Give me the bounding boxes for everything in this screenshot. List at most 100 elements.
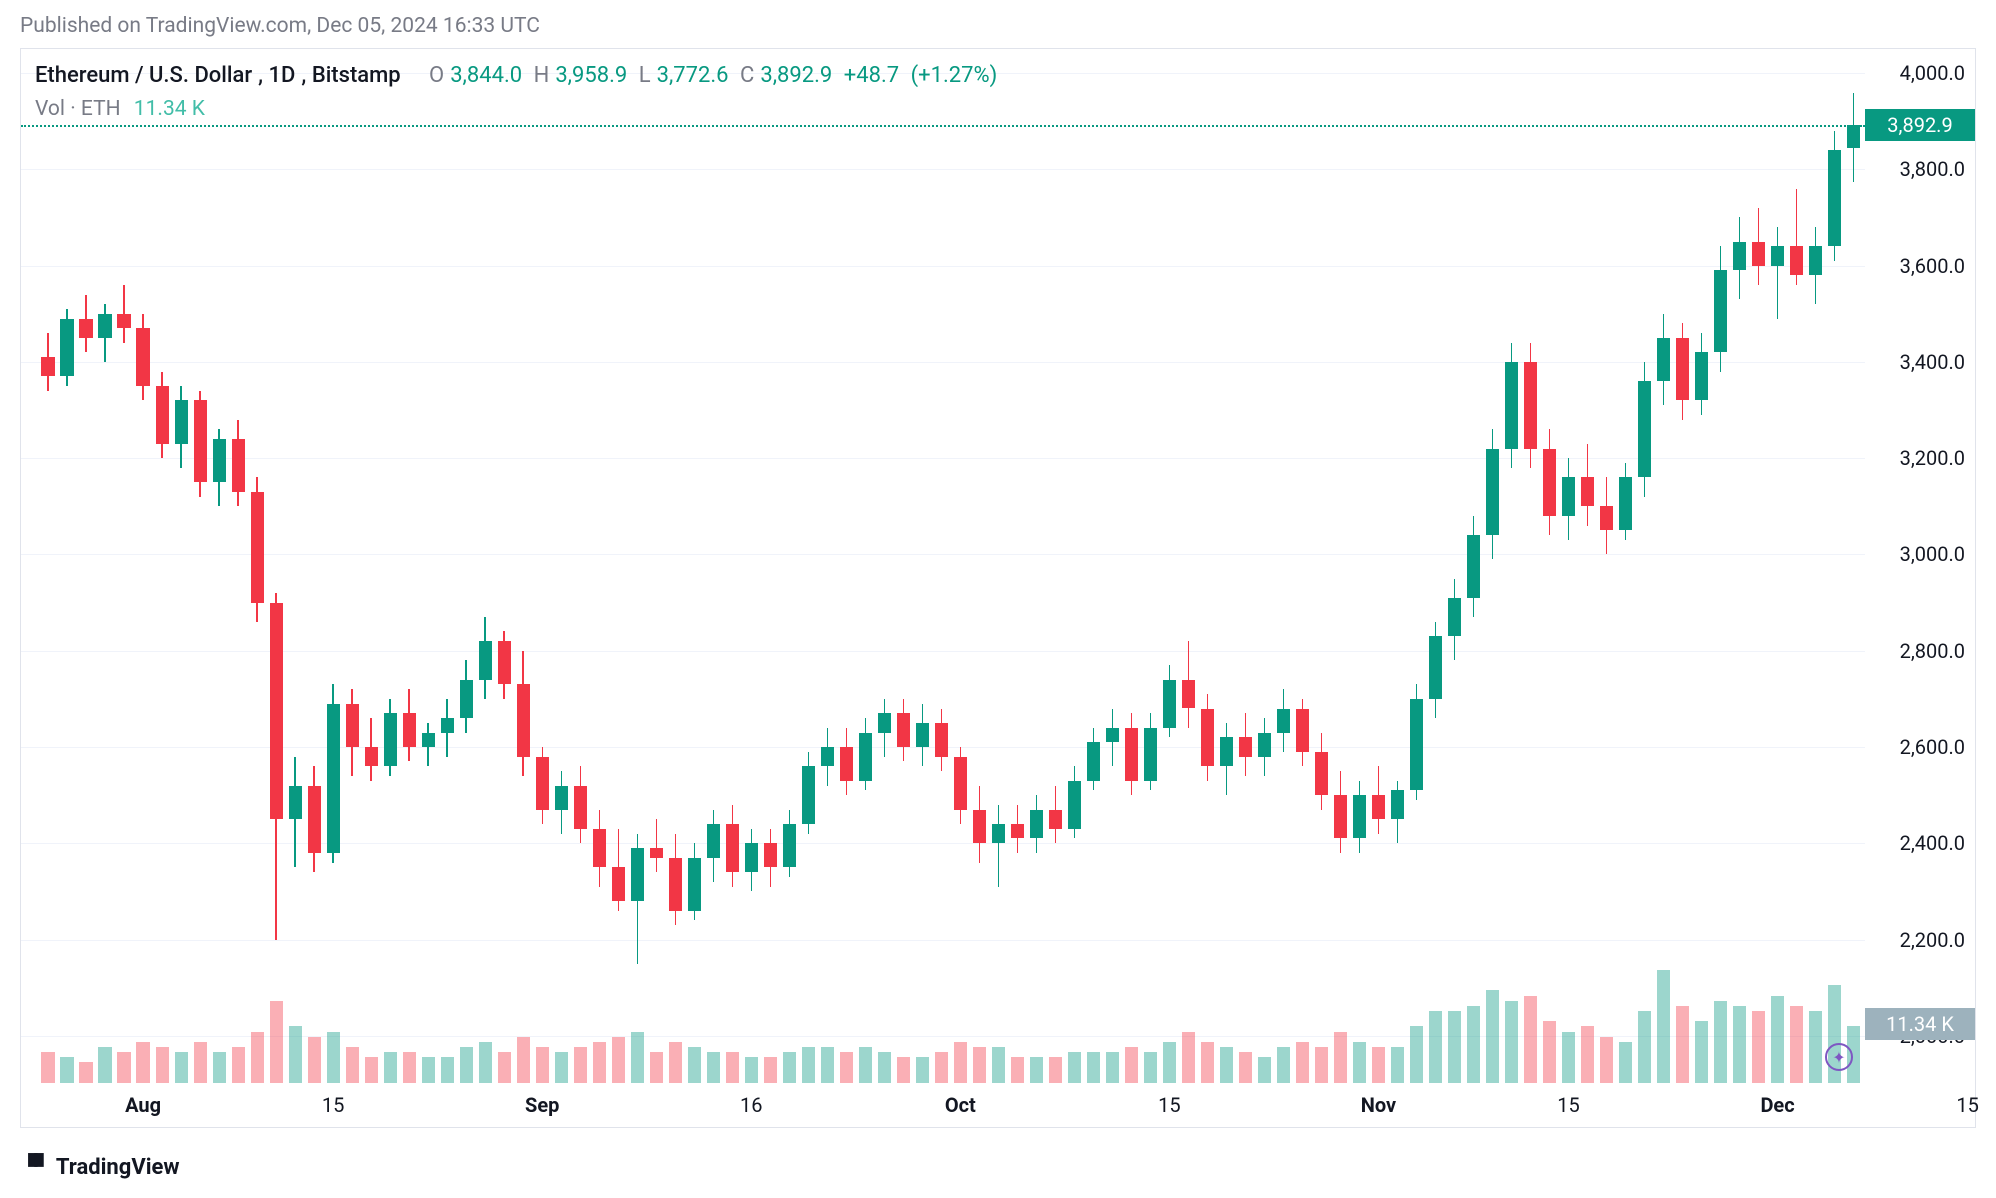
volume-bar[interactable] — [1258, 1057, 1271, 1083]
candle[interactable] — [1296, 699, 1309, 766]
volume-bar[interactable] — [821, 1047, 834, 1083]
volume-bar[interactable] — [1201, 1042, 1214, 1083]
tradingview-logo[interactable]: ▝▘ TradingView — [20, 1155, 180, 1180]
candle[interactable] — [954, 747, 967, 824]
volume-bar[interactable] — [1752, 1011, 1765, 1083]
volume-bar[interactable] — [517, 1037, 530, 1083]
volume-bar[interactable] — [1809, 1011, 1822, 1083]
candle[interactable] — [916, 704, 929, 767]
volume-bar[interactable] — [878, 1052, 891, 1083]
candle[interactable] — [1429, 622, 1442, 718]
candle[interactable] — [973, 786, 986, 863]
volume-bar[interactable] — [1638, 1011, 1651, 1083]
volume-bar[interactable] — [384, 1052, 397, 1083]
candle[interactable] — [251, 477, 264, 621]
candle[interactable] — [441, 699, 454, 757]
volume-bar[interactable] — [479, 1042, 492, 1083]
candle[interactable] — [1391, 781, 1404, 844]
candle[interactable] — [1562, 458, 1575, 540]
candle[interactable] — [1733, 217, 1746, 299]
candle[interactable] — [136, 314, 149, 401]
candle[interactable] — [631, 834, 644, 964]
volume-bar[interactable] — [916, 1057, 929, 1083]
candle[interactable] — [1467, 516, 1480, 617]
candle[interactable] — [422, 723, 435, 766]
candle[interactable] — [1277, 689, 1290, 752]
candle[interactable] — [1239, 713, 1252, 776]
volume-bar[interactable] — [1562, 1032, 1575, 1083]
candle[interactable] — [117, 285, 130, 343]
volume-bar[interactable] — [1676, 1006, 1689, 1083]
candle[interactable] — [1410, 684, 1423, 800]
volume-bar[interactable] — [992, 1047, 1005, 1083]
volume-bar[interactable] — [1220, 1047, 1233, 1083]
volume-bar[interactable] — [1410, 1026, 1423, 1083]
volume-bar[interactable] — [1429, 1011, 1442, 1083]
volume-bar[interactable] — [289, 1026, 302, 1083]
volume-bar[interactable] — [60, 1057, 73, 1083]
volume-bar[interactable] — [612, 1037, 625, 1083]
volume-bar[interactable] — [593, 1042, 606, 1083]
candle[interactable] — [1543, 429, 1556, 535]
volume-bar[interactable] — [365, 1057, 378, 1083]
candle[interactable] — [1847, 93, 1860, 183]
volume-bar[interactable] — [98, 1047, 111, 1083]
volume-bar[interactable] — [1353, 1042, 1366, 1083]
candle[interactable] — [98, 304, 111, 362]
ai-spark-icon[interactable]: ✦ — [1825, 1043, 1853, 1071]
candle[interactable] — [935, 709, 948, 772]
volume-bar[interactable] — [935, 1052, 948, 1083]
candle[interactable] — [1068, 766, 1081, 838]
candle[interactable] — [194, 391, 207, 497]
candle[interactable] — [688, 843, 701, 920]
volume-bar[interactable] — [897, 1057, 910, 1083]
candle[interactable] — [270, 593, 283, 940]
volume-bar[interactable] — [498, 1052, 511, 1083]
volume-bar[interactable] — [1125, 1047, 1138, 1083]
time-axis[interactable]: Aug15Sep16Oct15Nov15Dec15 — [21, 1083, 1865, 1127]
candle[interactable] — [593, 810, 606, 887]
volume-bar[interactable] — [555, 1052, 568, 1083]
volume-bar[interactable] — [1068, 1052, 1081, 1083]
volume-bar[interactable] — [1524, 996, 1537, 1083]
volume-bar[interactable] — [156, 1047, 169, 1083]
candle[interactable] — [498, 631, 511, 698]
volume-bar[interactable] — [1733, 1006, 1746, 1083]
candle[interactable] — [1258, 718, 1271, 776]
candle[interactable] — [1524, 343, 1537, 468]
volume-bar[interactable] — [802, 1047, 815, 1083]
candle[interactable] — [1125, 713, 1138, 795]
candle[interactable] — [289, 757, 302, 868]
candle[interactable] — [1809, 227, 1822, 304]
volume-bar[interactable] — [213, 1052, 226, 1083]
volume-bar[interactable] — [1657, 970, 1670, 1083]
volume-bar[interactable] — [460, 1047, 473, 1083]
candle[interactable] — [1505, 343, 1518, 468]
candle[interactable] — [1771, 227, 1784, 318]
candle[interactable] — [1714, 246, 1727, 371]
candle[interactable] — [1353, 781, 1366, 853]
volume-bar[interactable] — [707, 1052, 720, 1083]
volume-bar[interactable] — [1087, 1052, 1100, 1083]
candle[interactable] — [156, 372, 169, 459]
volume-bar[interactable] — [1581, 1026, 1594, 1083]
volume-bar[interactable] — [441, 1057, 454, 1083]
volume-bar[interactable] — [1486, 990, 1499, 1083]
candle[interactable] — [460, 660, 473, 732]
candle[interactable] — [1163, 665, 1176, 737]
candle[interactable] — [1790, 189, 1803, 285]
candle[interactable] — [308, 766, 321, 872]
candle[interactable] — [878, 699, 891, 757]
candle[interactable] — [536, 747, 549, 824]
candle[interactable] — [1334, 771, 1347, 853]
candle[interactable] — [802, 752, 815, 834]
volume-bar[interactable] — [1448, 1011, 1461, 1083]
volume-bar[interactable] — [726, 1052, 739, 1083]
volume-bar[interactable] — [688, 1047, 701, 1083]
candle[interactable] — [612, 829, 625, 911]
candle[interactable] — [346, 689, 359, 776]
candle[interactable] — [783, 810, 796, 877]
volume-bar[interactable] — [1391, 1047, 1404, 1083]
volume-bar[interactable] — [79, 1062, 92, 1083]
chart-plot-area[interactable]: Ethereum / U.S. Dollar, 1D, Bitstamp O3,… — [21, 49, 1865, 1083]
